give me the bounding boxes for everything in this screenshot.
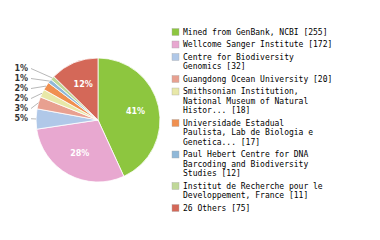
legend-entry-line: Histor... [18] [183,106,250,115]
legend-swatch [172,151,179,158]
legend-entry-line: Wellcome Sanger Institute [172] [183,40,332,49]
leader-line [31,69,52,78]
legend-entry-line: Guangdong Ocean University [20] [183,75,332,84]
data-label: 2% [14,94,28,103]
pie-slice [37,120,124,182]
legend-swatch [172,88,179,95]
legend-swatch [172,183,179,190]
legend-entry: Universidade EstadualPaulista, Lab de Bi… [183,119,313,147]
legend-entry-line: Universidade Estadual [183,119,284,128]
data-labels: 41%28%12%1%1%2%2%3%5% [14,64,145,158]
legend-swatch [172,41,179,48]
legend-entry-line: Studies [12] [183,169,241,178]
pie-slice [54,58,98,120]
legend-swatch [172,76,179,83]
legend-swatch [172,54,179,61]
legend-entry: Mined from GenBank, NCBI [255] [183,28,328,37]
data-label: 1% [14,64,28,73]
data-label: 5% [14,114,28,123]
data-label: 12% [74,80,93,89]
data-label: 2% [14,84,28,93]
leader-line [31,86,46,88]
legend-entry: 26 Others [75] [183,204,250,213]
data-label: 1% [14,74,28,83]
leader-line [31,103,38,109]
slices [36,58,160,182]
data-label: 3% [14,104,28,113]
legend-entry: Institut de Recherche pour leDeveloppeme… [183,182,323,201]
legend-entry-line: Institut de Recherche pour le [183,182,323,191]
legend-entry-line: Paul Hebert Centre for DNA [183,150,308,159]
data-label: 41% [126,107,145,116]
legend-entry: Wellcome Sanger Institute [172] [183,40,332,49]
legend-entry-line: Barcoding and Biodiversity [183,160,308,169]
legend-entry-line: Genetica... [17] [183,138,260,147]
legend-entry-line: Centre for Biodiversity [183,53,294,62]
leader-line [31,93,42,98]
legend-entry-line: Smithsonian Institution, [183,87,299,96]
data-label: 28% [70,149,89,158]
legend-entry: Centre for BiodiversityGenomics [32] [183,53,294,72]
legend-swatch [172,29,179,36]
legend-entry-line: Developpement, France [11] [183,191,308,200]
legend-entry: Guangdong Ocean University [20] [183,75,332,84]
legend-swatch [172,120,179,127]
legend-swatch [172,205,179,212]
leader-line [31,118,36,119]
legend-entry: Smithsonian Institution,National Museum … [183,87,308,115]
legend-entry: Paul Hebert Centre for DNABarcoding and … [183,150,308,178]
legend-entry-line: Genomics [32] [183,62,246,71]
leader-line [31,79,50,82]
legend: Mined from GenBank, NCBI [255] Wellcome S… [172,28,332,213]
chart: 41%28%12%1%1%2%2%3%5%Mined from GenBank,… [0,0,380,240]
legend-entry-line: National Museum of Natural [183,97,308,106]
legend-entry-line: Mined from GenBank, NCBI [255] [183,28,328,37]
legend-entry-line: 26 Others [75] [183,204,250,213]
legend-entry-line: Paulista, Lab de Biologia e [183,128,313,137]
